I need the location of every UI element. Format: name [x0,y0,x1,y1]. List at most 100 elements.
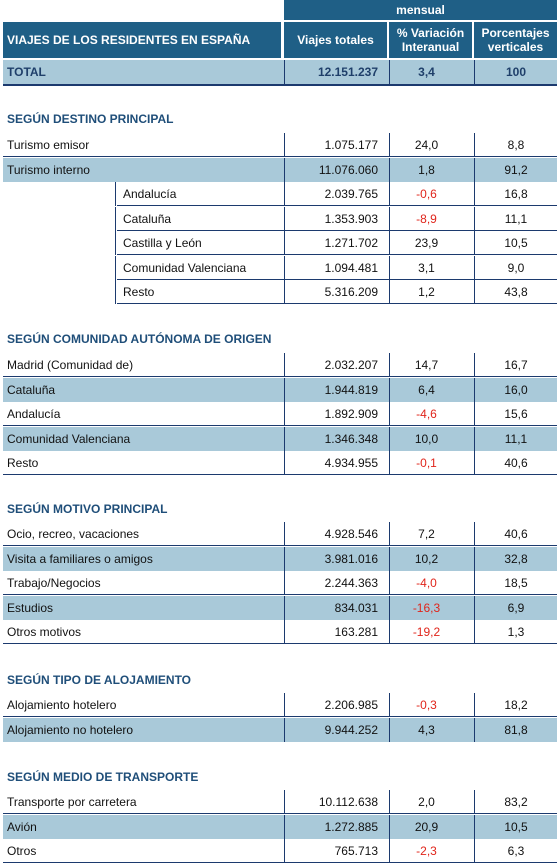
column-divider [115,206,116,231]
column-divider [389,377,390,402]
column-divider [474,60,475,84]
row-porcentaje: 15,6 [504,407,528,421]
column-divider [389,693,390,717]
row-variacion: -0,1 [416,456,437,470]
col-header-porcentajes-line2: verticales [487,40,544,54]
column-divider [389,790,390,814]
row-variacion: 1,8 [418,162,435,177]
row-variacion: -19,2 [412,625,441,639]
row-label: Andalucía [123,187,177,201]
row-divider [3,594,557,595]
row-variacion: 2,0 [418,795,435,809]
total-variacion: 3,4 [418,65,435,79]
row-porcentaje: 40,6 [504,456,528,470]
row-viajes: 163.281 [334,625,378,639]
column-divider [284,353,285,377]
table-row: Castilla y León 1.271.702 23,9 10,5 [3,231,557,255]
column-divider [284,182,285,206]
row-viajes: 1.892.909 [324,407,378,421]
table-row: Trabajo/Negocios 2.244.363 -4,0 18,5 [3,571,557,595]
column-divider [389,280,390,304]
row-viajes: 3.981.016 [324,551,378,566]
row-viajes: 5.316.209 [324,285,378,299]
row-viajes: 11.076.060 [318,162,378,177]
column-divider [389,426,390,451]
column-divider [284,522,285,546]
row-porcentaje: 43,8 [504,285,528,299]
table-row: Alojamiento no hotelero 9.944.252 4,3 81,8 [3,717,557,742]
row-viajes: 1.353.903 [324,211,378,226]
row-viajes: 765.713 [334,844,378,858]
column-divider [284,231,285,255]
column-divider [389,595,390,620]
table-row: Resto 4.934.955 -0,1 40,6 [3,451,557,475]
total-label: TOTAL [7,65,46,79]
column-divider [474,182,475,206]
row-viajes: 2.039.765 [324,187,378,201]
column-divider [474,231,475,255]
row-variacion: -4,6 [416,407,437,421]
row-variacion: 3,1 [418,260,435,275]
row-porcentaje: 8,8 [507,138,525,152]
row-viajes: 10.112.638 [318,795,378,809]
column-divider [474,157,475,182]
row-viajes: 1.346.348 [324,431,378,446]
row-porcentaje: 16,0 [504,382,528,397]
column-divider [389,571,390,595]
row-divider [117,254,557,255]
column-divider [389,814,390,839]
col-header-viajes-label: Viajes totales [297,33,374,47]
column-divider [474,206,475,231]
column-divider [389,60,390,84]
row-porcentaje: 16,7 [504,358,528,372]
row-viajes: 2.244.363 [324,576,378,590]
row-divider [117,278,557,280]
row-variacion: 4,3 [418,722,435,737]
row-divider [117,229,557,231]
col-header-variacion-line2: Interanual [401,40,460,54]
row-variacion: 6,4 [418,382,435,397]
row-variacion: -4,0 [416,576,437,590]
row-label: Andalucía [7,407,61,421]
column-divider [284,839,285,863]
row-porcentaje: 11,1 [504,211,528,226]
column-divider [389,402,390,426]
column-divider [284,693,285,717]
row-label: Madrid (Comunidad de) [7,358,134,372]
row-porcentaje: 11,1 [504,431,528,446]
table-row: Resto 5.316.209 1,2 43,8 [3,280,557,304]
column-divider [115,231,116,255]
row-label: Alojamiento hotelero [7,698,117,712]
row-label: Comunidad Valenciana [7,431,131,446]
column-divider [474,280,475,304]
column-divider [474,693,475,717]
section-title: SEGÚN DESTINO PRINCIPAL [7,112,174,126]
column-divider [389,255,390,280]
row-label: Turismo emisor [7,138,90,152]
row-porcentaje: 83,2 [504,795,528,809]
row-viajes: 1.271.702 [324,236,378,250]
column-divider [474,790,475,814]
total-viajes: 12.151.237 [317,65,378,79]
column-divider [115,255,116,280]
section-title: SEGÚN COMUNIDAD AUTÓNOMA DE ORIGEN [7,332,272,346]
column-divider [389,133,390,157]
row-viajes: 1.075.177 [324,138,378,152]
column-divider [474,255,475,280]
row-divider [3,643,557,644]
row-porcentaje: 16,8 [504,187,528,201]
row-divider [3,376,557,377]
row-viajes: 9.944.252 [324,722,378,737]
column-divider [474,595,475,620]
row-porcentaje: 9,0 [507,260,525,275]
column-divider [389,620,390,644]
row-porcentaje: 18,5 [504,576,528,590]
column-divider [474,620,475,644]
section-title: SEGÚN TIPO DE ALOJAMIENTO [7,673,192,687]
column-divider [284,717,285,742]
total-porcentaje: 100 [505,65,527,79]
column-divider [284,157,285,182]
table-row: Otros motivos 163.281 -19,2 1,3 [3,620,557,644]
table-row: Alojamiento hotelero 2.206.985 -0,3 18,2 [3,693,557,717]
col-header-variacion-line1: % Variación [396,26,465,40]
